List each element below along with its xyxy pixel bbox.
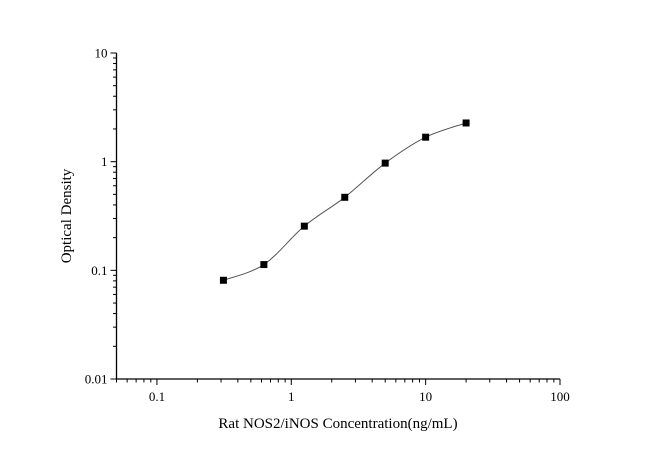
data-points: [219, 119, 470, 284]
data-point: [341, 193, 349, 201]
fit-curve: [223, 122, 467, 281]
x-tick-label: 100: [550, 389, 570, 404]
y-tick-label: 0.1: [91, 263, 107, 278]
y-tick-label: 10: [95, 46, 108, 61]
x-tick-label: 0.1: [149, 389, 165, 404]
data-point: [219, 276, 227, 284]
x-axis-label: Rat NOS2/iNOS Concentration(ng/mL): [218, 416, 457, 432]
data-point: [300, 222, 308, 230]
y-tick-label: 0.01: [85, 372, 108, 387]
data-point: [462, 119, 470, 127]
x-tick-label: 10: [419, 389, 432, 404]
y-axis-label: Optical Density: [59, 168, 75, 263]
data-point: [422, 133, 430, 141]
data-point: [381, 159, 389, 167]
y-tick-label: 1: [101, 154, 108, 169]
data-point: [260, 261, 268, 269]
x-tick-label: 1: [288, 389, 295, 404]
axes: 0.1 1 10 100 0.01 0.1 1 10: [85, 46, 570, 405]
